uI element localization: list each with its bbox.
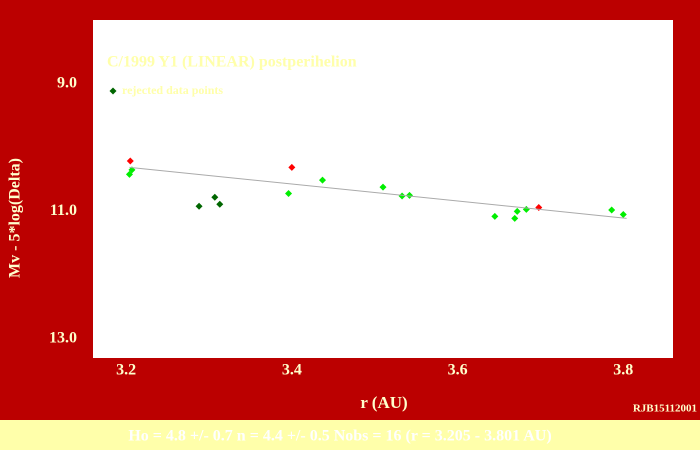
data-point [513,207,521,215]
data-point [211,193,219,201]
data-point [406,191,414,199]
footer-text: Ho = 4.8 +/- 0.7 n = 4.4 +/- 0.5 Nobs = … [128,428,551,445]
data-point [216,200,224,208]
footer-bar [0,420,700,450]
data-point [619,211,627,219]
x-tick-label: 3.8 [613,362,633,379]
x-tick-label: 3.4 [282,362,302,379]
y-axis-label: Mv - 5*log(Delta) [7,158,24,278]
data-point [285,189,293,197]
data-point [608,206,616,214]
y-tick-label: 13.0 [49,330,77,347]
data-point [288,163,296,171]
x-tick-label: 3.6 [448,362,468,379]
credit: RJB15112001 [633,403,697,415]
y-tick-label: 9.0 [57,74,77,91]
data-point [398,192,406,200]
y-tick-label: 11.0 [50,202,77,219]
fit-line [129,166,627,219]
data-point [379,183,387,191]
data-point [195,202,203,210]
x-axis-label: r (AU) [360,393,407,412]
data-point [491,212,499,220]
legend-marker [109,87,117,95]
data-point [511,214,519,222]
chart-title: C/1999 Y1 (LINEAR) postperihelion [107,54,357,71]
x-tick-label: 3.2 [116,362,136,379]
legend-label: rejected data points [122,83,223,97]
data-point [126,157,134,165]
data-point [319,176,327,184]
